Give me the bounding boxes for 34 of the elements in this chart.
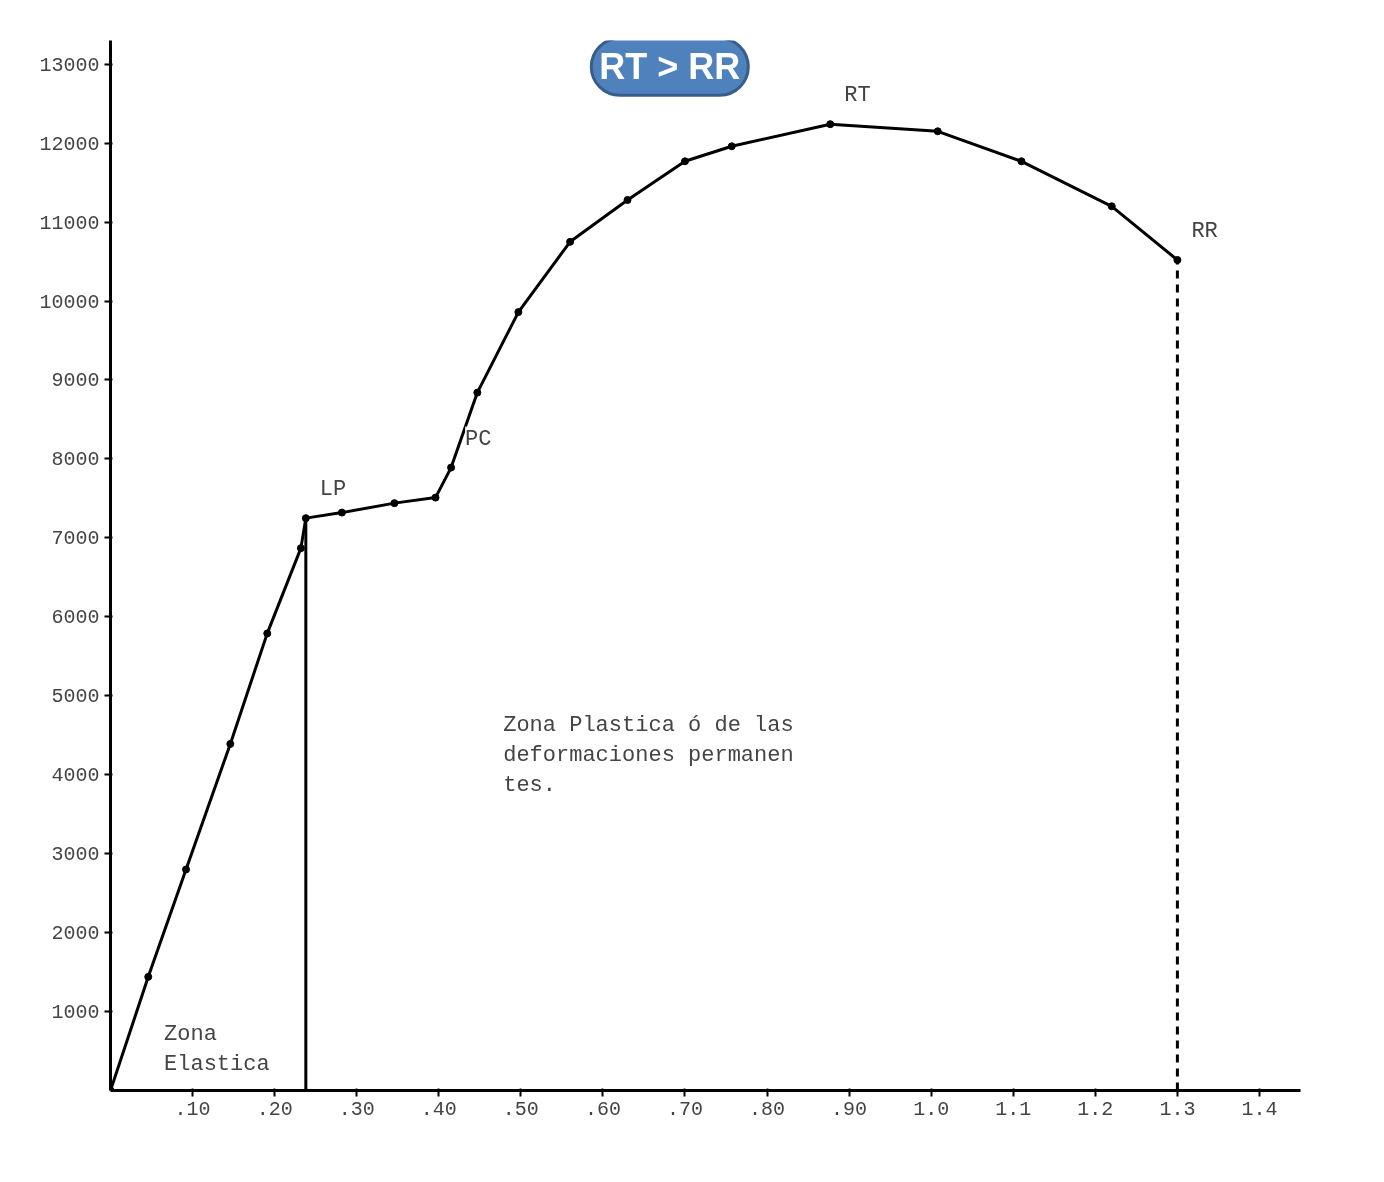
- y-tick-label: 7000: [51, 527, 100, 551]
- y-tick-label: 2000: [51, 922, 100, 946]
- annotation: RR: [1191, 218, 1218, 244]
- x-tick-label: 1.1: [995, 1097, 1032, 1121]
- y-tick-label: 8000: [51, 448, 100, 472]
- y-tick-label: 6000: [51, 606, 100, 630]
- y-tick-label: 10000: [39, 290, 100, 314]
- x-tick-label: .90: [831, 1097, 868, 1121]
- y-tick-label: 13000: [39, 53, 100, 77]
- y-tick-label: 4000: [51, 764, 100, 788]
- x-tick-label: .30: [338, 1097, 375, 1121]
- annotation: Zona Elastica: [164, 1022, 270, 1078]
- x-tick-label: .70: [666, 1097, 703, 1121]
- x-tick-label: .20: [256, 1097, 293, 1121]
- x-tick-label: 1.0: [913, 1097, 950, 1121]
- x-tick-label: .60: [584, 1097, 621, 1121]
- y-tick-label: 11000: [39, 211, 100, 235]
- x-tick-label: .50: [502, 1097, 539, 1121]
- annotation: Zona Plastica ó de las deformaciones permanen tes.: [503, 712, 794, 798]
- annotation: RT: [844, 83, 871, 109]
- y-tick-label: 3000: [51, 843, 100, 867]
- y-tick-label: 1000: [51, 1001, 100, 1025]
- x-tick-label: 1.2: [1077, 1097, 1114, 1121]
- annotation: PC: [465, 426, 492, 452]
- x-tick-label: .40: [420, 1097, 457, 1121]
- x-tick-label: .80: [749, 1097, 786, 1121]
- x-tick-label: .10: [174, 1097, 211, 1121]
- y-tick-label: 9000: [51, 369, 100, 393]
- annotation: LP: [319, 477, 347, 503]
- y-tick-label: 12000: [39, 132, 100, 156]
- x-tick-label: 1.4: [1241, 1097, 1278, 1121]
- x-tick-label: 1.3: [1159, 1097, 1196, 1121]
- y-tick-label: 5000: [51, 685, 100, 709]
- annotation: RT > RR: [599, 46, 741, 88]
